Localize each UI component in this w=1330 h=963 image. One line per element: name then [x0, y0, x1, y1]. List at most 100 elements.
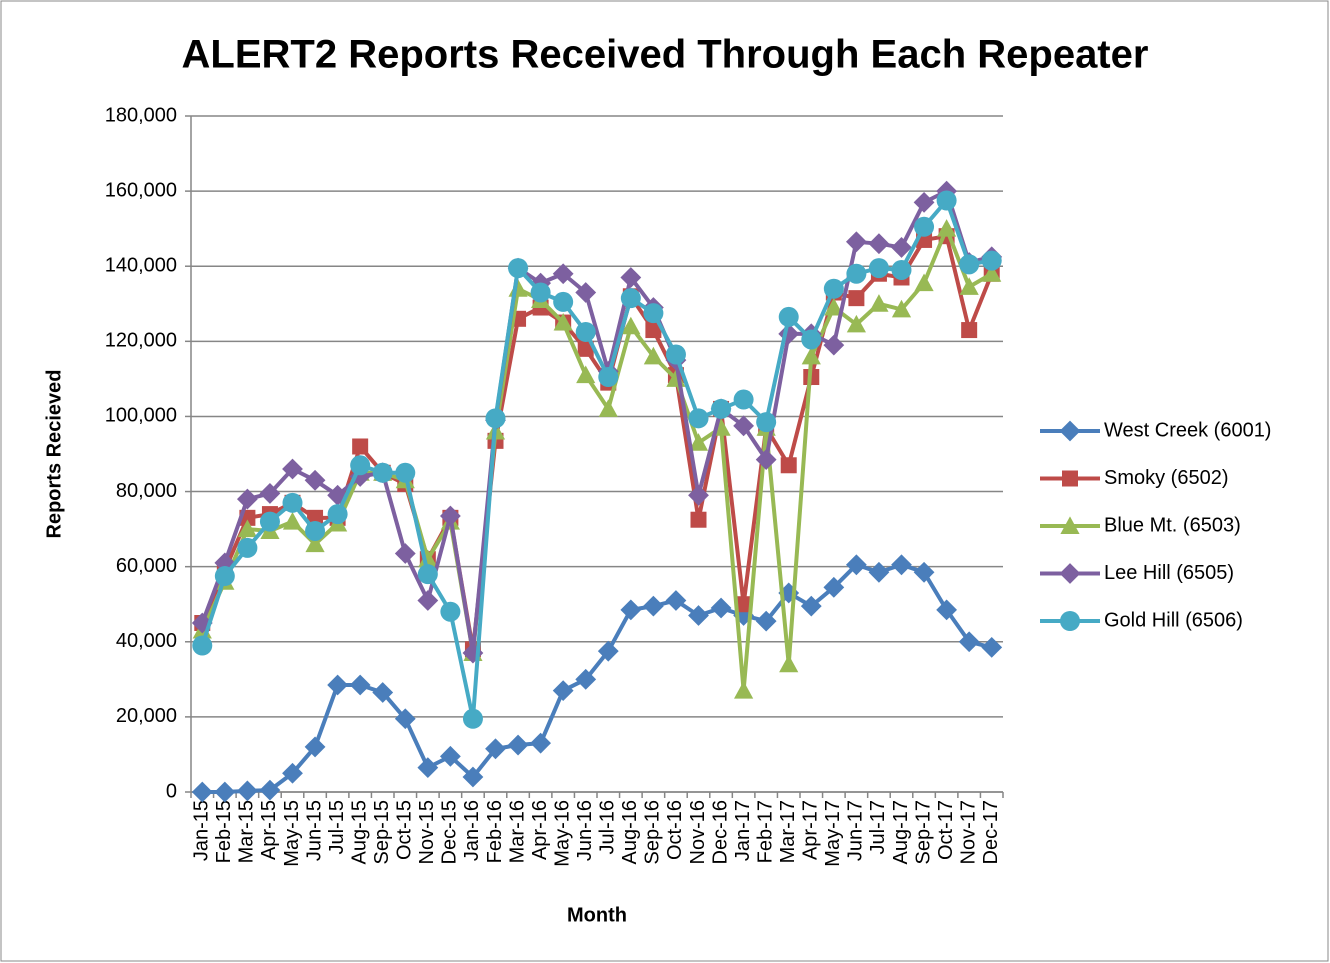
x-tick-label: Feb-16	[484, 800, 506, 863]
marker	[891, 237, 912, 258]
chart-title: ALERT2 Reports Received Through Each Rep…	[182, 33, 1149, 77]
marker	[440, 601, 461, 622]
marker	[372, 682, 394, 703]
x-tick-label: Oct-17	[935, 800, 957, 860]
marker	[304, 736, 326, 758]
x-tick-label: Nov-15	[416, 800, 438, 864]
x-tick-label: Jun-17	[845, 800, 867, 861]
y-tick-label: 60,000	[116, 555, 177, 577]
marker	[352, 438, 369, 455]
marker	[778, 306, 799, 327]
x-tick-label: Jun-16	[574, 800, 596, 861]
marker	[485, 408, 506, 429]
marker	[891, 554, 912, 576]
marker	[553, 312, 573, 331]
marker	[620, 267, 642, 288]
x-tick-label: Dec-17	[980, 800, 1002, 864]
marker	[259, 779, 281, 801]
x-tick-label: Nov-16	[687, 800, 709, 864]
marker	[597, 640, 619, 662]
marker	[508, 258, 529, 279]
marker	[327, 674, 349, 696]
marker	[395, 462, 416, 483]
legend-marker	[1060, 611, 1080, 631]
x-tick-label: Jan-17	[732, 800, 754, 861]
x-tick-label: Dec-16	[709, 800, 731, 864]
marker	[891, 259, 912, 280]
y-tick-label: 180,000	[105, 104, 177, 126]
marker	[959, 277, 979, 295]
x-tick-label: Jun-15	[303, 800, 325, 861]
marker	[507, 734, 529, 756]
x-tick-label: Mar-17	[777, 800, 799, 863]
legend-label: Blue Mt. (6503)	[1104, 514, 1241, 536]
marker	[236, 488, 258, 510]
marker	[417, 590, 439, 611]
marker	[620, 288, 641, 309]
marker	[575, 668, 597, 690]
y-axis-title: Reports Recieved	[43, 370, 65, 539]
marker	[688, 484, 709, 506]
marker	[236, 780, 258, 802]
marker	[710, 597, 732, 619]
x-tick-label: Aug-17	[890, 800, 912, 865]
legend-marker	[1060, 516, 1080, 534]
marker	[462, 708, 483, 729]
marker	[981, 637, 1003, 658]
marker	[734, 681, 754, 699]
x-tick-label: Oct-15	[394, 800, 416, 860]
marker	[552, 680, 574, 701]
marker	[552, 263, 574, 285]
marker	[598, 367, 619, 388]
x-tick-label: Jan-16	[461, 800, 483, 861]
marker	[282, 492, 303, 513]
marker	[394, 543, 416, 564]
marker	[575, 321, 596, 342]
marker	[846, 314, 866, 333]
marker	[598, 399, 618, 417]
marker	[327, 504, 348, 525]
marker	[937, 219, 957, 237]
marker	[372, 462, 393, 483]
marker	[936, 599, 958, 621]
x-tick-label: Apr-15	[258, 800, 280, 860]
marker	[914, 273, 934, 292]
marker	[418, 549, 438, 568]
x-tick-label: Dec-15	[439, 800, 461, 864]
x-tick-label: May-17	[822, 800, 844, 867]
legend-marker	[1062, 470, 1078, 487]
marker	[237, 519, 257, 538]
legend-label: Gold Hill (6506)	[1104, 609, 1243, 631]
x-tick-label: May-16	[551, 800, 573, 867]
y-tick-label: 0	[166, 780, 177, 802]
x-tick-label: Jul-17	[867, 800, 889, 854]
x-tick-label: Feb-15	[213, 800, 235, 863]
x-tick-label: Oct-16	[664, 800, 686, 860]
x-tick-label: Nov-17	[957, 800, 979, 864]
marker	[620, 599, 642, 621]
marker	[891, 299, 912, 318]
x-tick-label: Aug-16	[619, 800, 641, 865]
marker	[349, 674, 371, 696]
marker	[304, 469, 326, 491]
marker	[417, 564, 438, 585]
marker	[780, 457, 797, 474]
legend-label: West Creek (6001)	[1104, 419, 1271, 441]
marker	[665, 344, 686, 365]
marker	[845, 554, 867, 576]
marker	[214, 566, 235, 587]
y-tick-label: 160,000	[105, 179, 177, 201]
legend-label: Smoky (6502)	[1104, 467, 1229, 489]
x-tick-label: Jul-16	[597, 800, 619, 854]
x-axis-title: Month	[567, 904, 627, 926]
x-tick-label: Sep-17	[912, 800, 934, 865]
marker	[848, 290, 865, 307]
marker	[350, 455, 371, 476]
marker	[259, 511, 280, 532]
marker	[485, 738, 506, 760]
marker	[576, 365, 596, 384]
y-tick-label: 40,000	[116, 630, 177, 652]
